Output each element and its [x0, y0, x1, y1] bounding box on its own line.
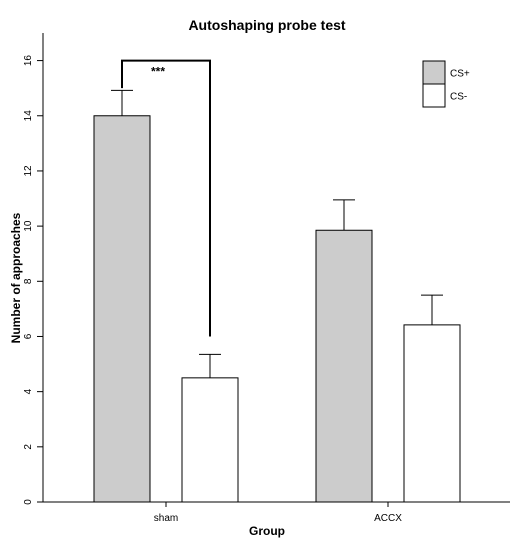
y-tick-label: 16 [23, 55, 34, 67]
legend-label: CS- [450, 92, 467, 103]
plot-area: 0 2 4 6 8 10 12 14 16 sham ACCX *** CS+ CS- [23, 33, 510, 524]
y-tick-label: 0 [23, 499, 34, 505]
legend-swatch [422, 83, 446, 108]
y-tick-label: 12 [23, 165, 34, 177]
significance-bracket [121, 59, 211, 337]
legend-swatch [422, 60, 446, 85]
bar [181, 377, 239, 503]
x-tick-label: sham [154, 513, 178, 524]
x-axis-title: Group [249, 524, 285, 538]
y-tick-label: 8 [23, 278, 34, 284]
y-tick-label: 14 [23, 110, 34, 122]
y-tick-label: 6 [23, 333, 34, 339]
y-axis-title: Number of approaches [9, 212, 23, 343]
y-tick-label: 10 [23, 220, 34, 232]
y-tick-label: 4 [23, 388, 34, 394]
legend-label: CS+ [450, 69, 470, 80]
significance-label: *** [151, 65, 165, 79]
x-tick-label: ACCX [374, 513, 402, 524]
bar [315, 229, 373, 503]
bar [403, 324, 461, 503]
y-tick-label: 2 [23, 444, 34, 450]
bar [93, 115, 151, 503]
chart-title: Autoshaping probe test [188, 17, 345, 33]
